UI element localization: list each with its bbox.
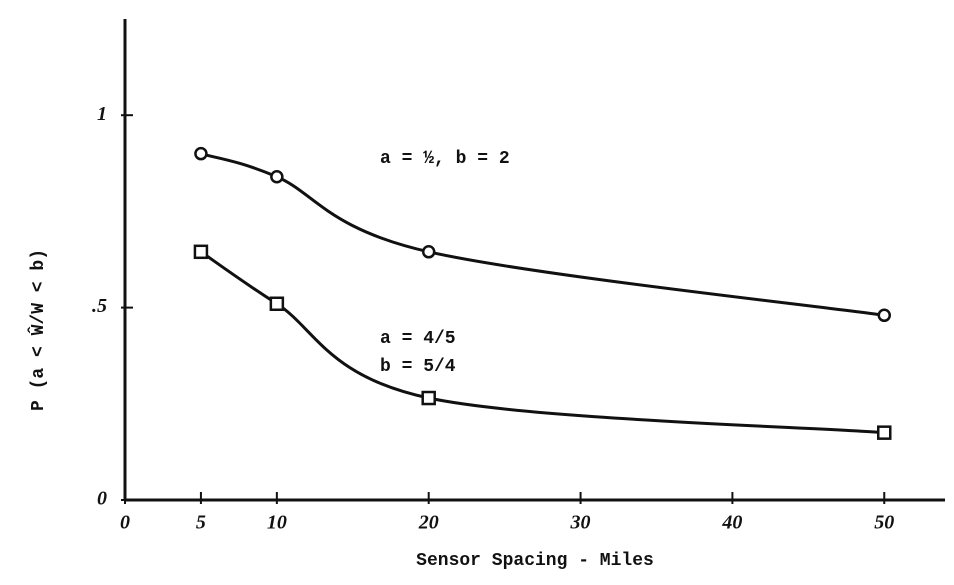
y-tick-label: 1 — [97, 103, 107, 125]
marker — [877, 425, 892, 440]
x-tick-label: 50 — [874, 512, 894, 534]
x-tick-label: 5 — [196, 512, 206, 534]
marker — [193, 244, 209, 260]
x-tick-label: 30 — [570, 512, 591, 534]
marker — [194, 146, 208, 161]
x-tick-label: 10 — [267, 512, 287, 534]
annotation: a = ½, b = 2 — [380, 149, 510, 169]
marker — [421, 245, 436, 259]
series-line — [200, 152, 885, 317]
y-tick-label: .5 — [92, 295, 107, 317]
annotation: b = 5/4 — [380, 357, 456, 377]
y-axis-label: P (a < Ŵ/W < b) — [27, 249, 49, 411]
x-tick-label: 20 — [418, 512, 439, 534]
y-tick-label: 0 — [97, 488, 107, 510]
annotation: a = 4/5 — [380, 329, 456, 349]
x-tick-label: 40 — [721, 512, 742, 534]
x-tick-label: 0 — [120, 512, 130, 534]
x-axis-label: Sensor Spacing - Miles — [416, 551, 654, 571]
marker — [269, 296, 285, 312]
marker — [421, 390, 436, 406]
marker — [270, 170, 284, 184]
marker — [877, 308, 892, 323]
series-line — [200, 250, 885, 435]
